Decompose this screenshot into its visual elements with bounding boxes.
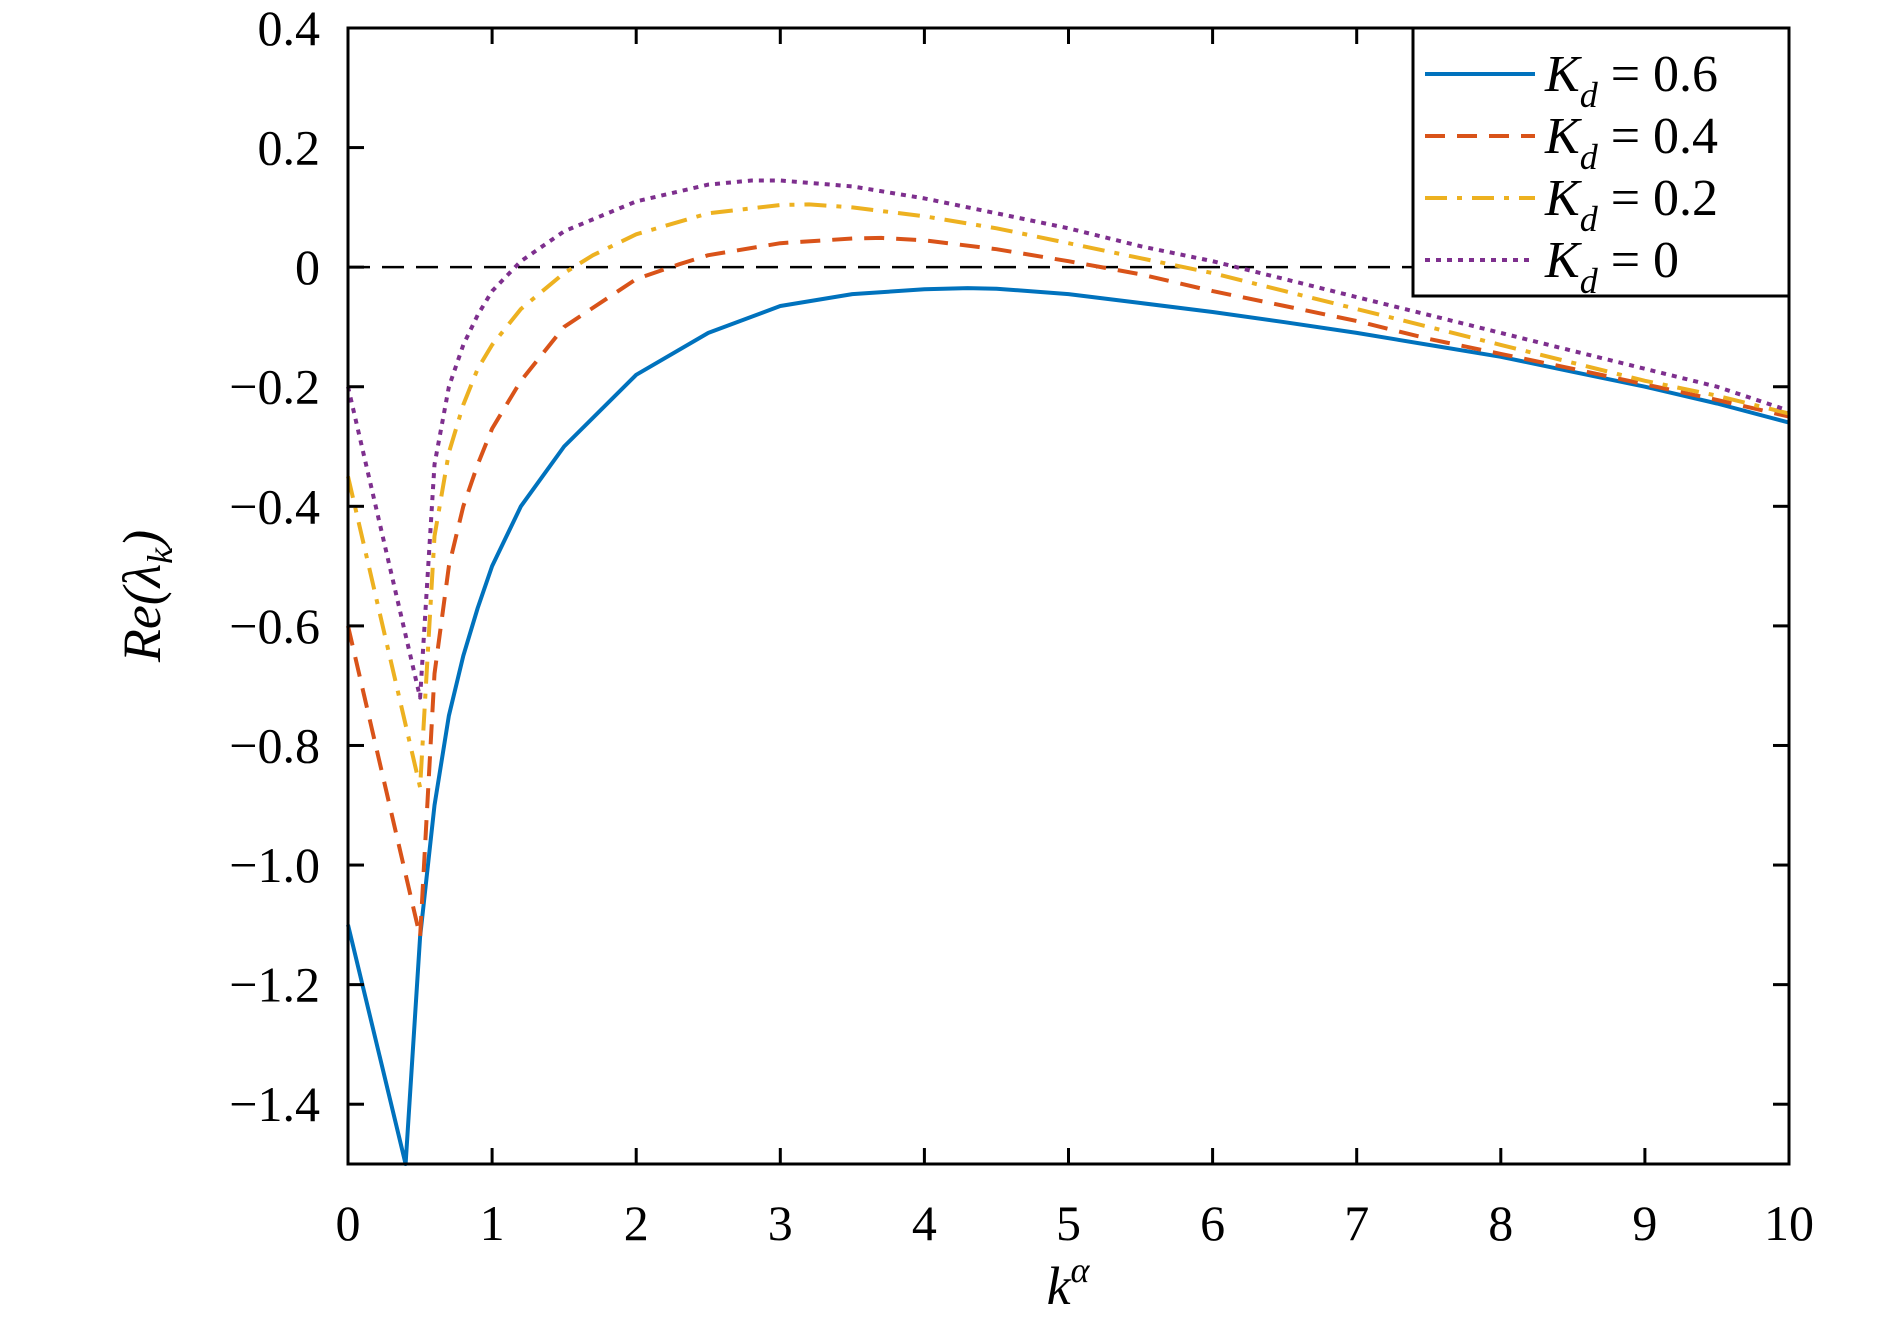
y-tick-label: −0.4	[229, 478, 320, 534]
y-axis-title-sub: k	[140, 547, 180, 564]
x-tick-label: 8	[1488, 1195, 1513, 1251]
x-tick-label: 3	[768, 1195, 793, 1251]
x-tick-label: 2	[624, 1195, 649, 1251]
legend-var: K	[1544, 108, 1582, 165]
y-tick-label: −1.2	[229, 957, 320, 1013]
ticks-layer: 0 1 2 3 4 5 6 7 8 9 10 0.4 0.2 0 −0.2 −0.4 −0.6 −0.8 −1.0 −…	[229, 0, 1814, 1251]
legend-label-1: Kd = 0.4	[1544, 108, 1718, 177]
legend-rest: = 0.6	[1598, 46, 1718, 103]
x-tick-label: 7	[1344, 1195, 1369, 1251]
y-tick-label: 0.2	[258, 120, 321, 176]
y-tick-label: −1.0	[229, 837, 320, 893]
legend-rest: = 0	[1598, 232, 1679, 289]
series-layer	[346, 178, 1790, 1166]
y-tick-label: −1.4	[229, 1076, 320, 1132]
legend-sub: d	[1580, 261, 1599, 301]
legend-sub: d	[1580, 75, 1599, 115]
series-line-0	[346, 286, 1790, 1166]
x-tick-label: 9	[1632, 1195, 1657, 1251]
plot-frame	[346, 26, 1791, 1166]
x-tick-label: 5	[1056, 1195, 1081, 1251]
y-axis-title-prefix: Re(	[112, 584, 172, 663]
legend-rest: = 0.4	[1598, 108, 1718, 165]
x-tick-label: 1	[480, 1195, 505, 1251]
x-axis-title: kα	[1047, 1250, 1091, 1316]
y-axis-title-symbol: λ	[112, 564, 172, 589]
legend-var: K	[1544, 170, 1582, 227]
x-axis-title-sup: α	[1071, 1250, 1091, 1290]
series-line-1	[346, 235, 1790, 939]
y-tick-label: −0.8	[229, 717, 320, 773]
x-tick-label: 0	[336, 1195, 361, 1251]
legend-var: K	[1544, 232, 1582, 289]
legend: Kd = 0.6Kd = 0.4Kd = 0.2Kd = 0	[1411, 26, 1791, 301]
y-tick-label: 0	[295, 239, 320, 295]
legend-label-0: Kd = 0.6	[1544, 46, 1718, 115]
legend-rest: = 0.2	[1598, 170, 1718, 227]
y-tick-label: −0.2	[229, 359, 320, 415]
y-axis-title: Re(λk)	[112, 530, 180, 663]
series-line-2	[346, 202, 1790, 790]
y-axis-title-suffix: )	[112, 530, 172, 551]
x-tick-label: 4	[912, 1195, 937, 1251]
legend-sub: d	[1580, 199, 1599, 239]
y-tick-label: −0.6	[229, 598, 320, 654]
legend-sub: d	[1580, 137, 1599, 177]
x-tick-label: 6	[1200, 1195, 1225, 1251]
legend-label-2: Kd = 0.2	[1544, 170, 1718, 239]
legend-var: K	[1544, 46, 1582, 103]
x-axis-title-base: k	[1047, 1256, 1072, 1316]
x-tick-label: 10	[1764, 1195, 1814, 1251]
legend-label-3: Kd = 0	[1544, 232, 1679, 301]
y-tick-label: 0.4	[258, 0, 321, 56]
